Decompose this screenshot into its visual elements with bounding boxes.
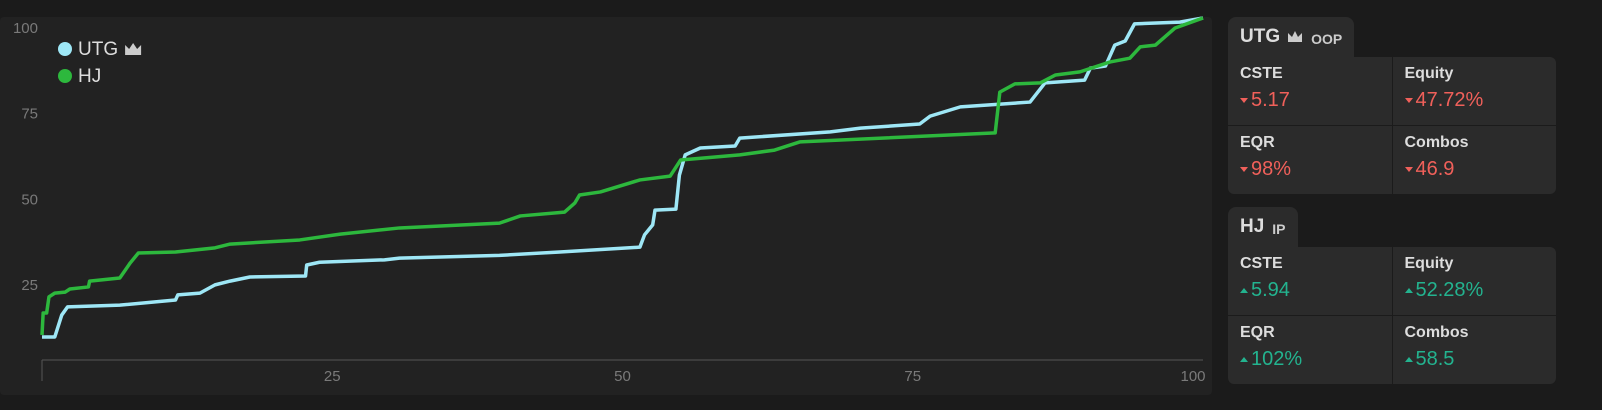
stat-label: Combos: [1404, 134, 1469, 151]
stat-cell: Combos 58.5: [1392, 316, 1556, 384]
trend-arrow: [1404, 357, 1413, 362]
chart-background: [0, 17, 1212, 395]
stat-label: Combos: [1404, 324, 1469, 341]
x-tick-label: 50: [614, 368, 631, 385]
stat-value-row: 52.28%: [1404, 279, 1545, 302]
stat-value: 47.72%: [1415, 89, 1484, 111]
stat-value-row: 5.94: [1240, 279, 1380, 302]
stat-value: 58.5: [1415, 348, 1455, 370]
legend-label: UTG: [78, 39, 118, 60]
series-line: [40, 16, 1204, 336]
legend-label: HJ: [78, 66, 101, 87]
trend-arrow: [1240, 357, 1248, 362]
player-name: HJ: [1240, 216, 1265, 237]
stat-value: 102%: [1251, 348, 1303, 370]
legend-marker: [58, 69, 72, 83]
stat-value: 5.17: [1251, 89, 1290, 111]
trend-arrow: [1240, 288, 1248, 293]
stat-value-row: 58.5: [1404, 348, 1545, 371]
stat-cell: EQR 98%: [1228, 126, 1392, 194]
player-position: OOP: [1311, 30, 1343, 47]
crown-icon: [1288, 31, 1303, 42]
player-tab: HJ IP: [1228, 207, 1298, 247]
player-tab: UTG OOP: [1228, 17, 1355, 57]
x-tick-label: 25: [324, 368, 341, 385]
stat-cell: Combos 46.9: [1392, 126, 1556, 194]
y-tick-label: 75: [21, 106, 38, 123]
stat-cell: CSTE 5.94: [1228, 247, 1392, 315]
player-name: UTG: [1240, 26, 1281, 47]
stat-value: 98%: [1251, 158, 1292, 180]
stat-value-row: 102%: [1240, 348, 1380, 371]
player-panel: UTG OOP CSTE 5.17 Equity 47.72% EQR 98% Combos 46…: [1228, 17, 1556, 194]
stat-value-row: 47.72%: [1404, 89, 1545, 112]
stat-value-row: 5.17: [1240, 89, 1380, 112]
stat-label: CSTE: [1240, 255, 1283, 272]
crown-icon: [125, 43, 142, 55]
x-tick-label: 75: [904, 368, 921, 385]
stats-grid: CSTE 5.17 Equity 47.72% EQR 98% Combos 46.9: [1228, 57, 1556, 194]
legend-marker: [58, 42, 72, 56]
player-position: IP: [1272, 220, 1286, 237]
trend-arrow: [1404, 288, 1413, 293]
x-tick-label: 100: [1180, 368, 1205, 385]
series-line: [42, 16, 1204, 339]
y-tick-label: 25: [21, 277, 38, 294]
trend-arrow: [1240, 98, 1248, 103]
chart: 25 50 75 100 25 50 75 100 UTG HJ: [0, 16, 1212, 395]
y-tick-label: 50: [21, 191, 38, 208]
stat-label: EQR: [1240, 324, 1275, 341]
stat-value: 46.9: [1415, 158, 1455, 180]
stats-grid: CSTE 5.94 Equity 52.28% EQR 102% Combos 58.5: [1228, 247, 1556, 384]
stat-value: 52.28%: [1415, 279, 1484, 301]
stat-cell: Equity 47.72%: [1392, 57, 1556, 125]
stat-cell: Equity 52.28%: [1392, 247, 1556, 315]
stat-label: EQR: [1240, 134, 1275, 151]
player-panel: HJ IP CSTE 5.94 Equity 52.28% EQR 102% Combos 58.…: [1228, 207, 1556, 384]
stat-label: Equity: [1404, 65, 1454, 82]
trend-arrow: [1404, 98, 1413, 103]
trend-arrow: [1240, 167, 1248, 172]
stat-value-row: 98%: [1240, 158, 1380, 181]
y-tick-label: 100: [13, 20, 38, 37]
stat-label: Equity: [1404, 255, 1454, 272]
stat-label: CSTE: [1240, 65, 1283, 82]
trend-arrow: [1404, 167, 1413, 172]
stat-cell: EQR 102%: [1228, 316, 1392, 384]
stat-value-row: 46.9: [1404, 158, 1545, 181]
stat-cell: CSTE 5.17: [1228, 57, 1392, 125]
stat-value: 5.94: [1251, 279, 1290, 301]
